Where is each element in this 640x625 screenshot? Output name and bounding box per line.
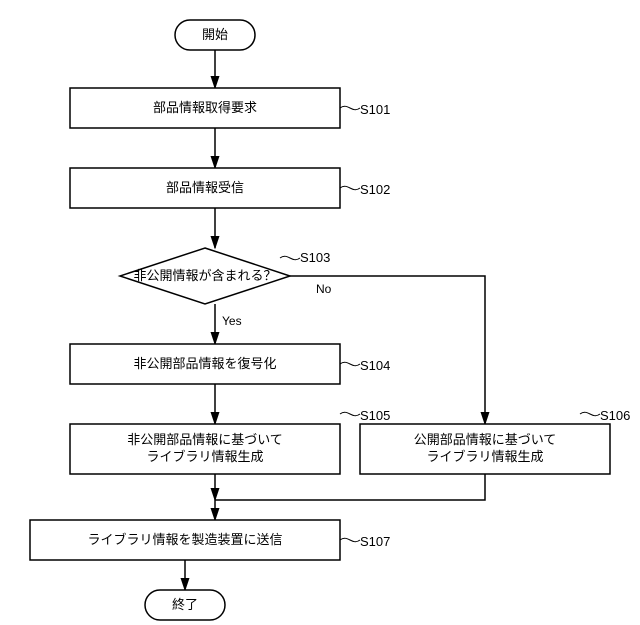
node-label-s104: 非公開部品情報を復号化 [70,344,340,384]
step-connector-s104 [340,362,360,365]
step-connector-s106 [580,412,600,415]
step-label-s103: S103 [300,250,330,265]
step-label-s102: S102 [360,182,390,197]
edge-label-yes: Yes [222,314,242,328]
step-label-s105: S105 [360,408,390,423]
node-label-s105: 非公開部品情報に基づいてライブラリ情報生成 [70,424,340,474]
step-connector-s107 [340,538,360,541]
node-label-start: 開始 [175,20,255,50]
step-connector-s101 [340,106,360,109]
node-label-end: 終了 [145,590,225,620]
node-label-s102: 部品情報受信 [70,168,340,208]
step-label-s101: S101 [360,102,390,117]
edge-label-no: No [316,282,331,296]
node-label-s107: ライブラリ情報を製造装置に送信 [30,520,340,560]
node-label-s106: 公開部品情報に基づいてライブラリ情報生成 [360,424,610,474]
node-label-s101: 部品情報取得要求 [70,88,340,128]
edge-s106-merge [215,474,485,500]
step-label-s107: S107 [360,534,390,549]
step-label-s106: S106 [600,408,630,423]
step-connector-s105 [340,412,360,415]
node-label-s103: 非公開情報が含まれる？ [120,248,290,304]
step-connector-s102 [340,186,360,189]
step-label-s104: S104 [360,358,390,373]
